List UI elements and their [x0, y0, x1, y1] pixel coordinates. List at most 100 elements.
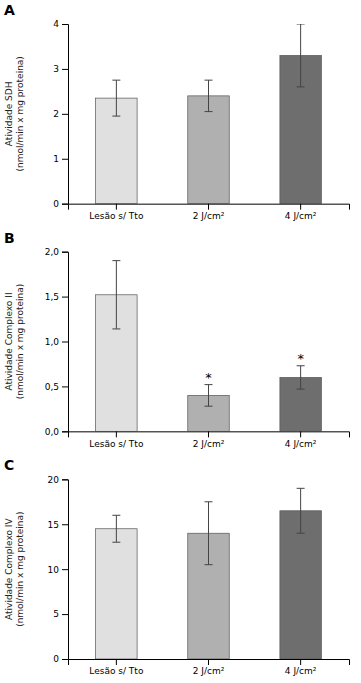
y-axis-line — [62, 252, 69, 432]
error-bar-stem — [208, 385, 209, 407]
x-tick: 2 J/cm² — [193, 431, 225, 448]
x-tick-label: Lesão s/ Tto — [89, 211, 144, 221]
y-tick-mark — [62, 614, 68, 615]
error-bar — [205, 80, 213, 111]
y-axis-title-line: Atividade Complexo IV — [4, 518, 14, 620]
x-tick-label: 4 J/cm² — [285, 666, 317, 676]
x-tick: Lesão s/ Tto — [89, 659, 144, 676]
y-axis-title-line: Atividade SDH — [4, 82, 14, 147]
y-tick-mark — [62, 569, 68, 570]
error-bar-cap — [112, 515, 120, 516]
error-bar-stem — [116, 261, 117, 329]
y-tick-label: 1,5 — [45, 292, 59, 302]
y-tick: 2 — [53, 109, 68, 119]
y-tick-label: 2 — [53, 109, 59, 119]
error-bar — [297, 366, 305, 389]
error-bar — [112, 80, 120, 116]
x-tick: 4 J/cm² — [285, 204, 317, 221]
y-tick: 20 — [48, 475, 68, 485]
error-bar-cap — [112, 80, 120, 81]
error-bar-cap — [297, 86, 305, 87]
error-bar — [205, 385, 213, 407]
y-tick: 0,5 — [45, 382, 68, 392]
y-axis-title-line: (nmol/min x mg proteina) — [15, 284, 25, 399]
x-axis: Lesão s/ Tto 2 J/cm² 4 J/cm² — [69, 204, 350, 221]
x-tick-label: 4 J/cm² — [285, 439, 317, 449]
error-bar-cap — [112, 116, 120, 117]
error-bar-stem — [300, 366, 301, 389]
panel: 0 1 2 3 4 Lesão s/ Tto 2 J/cm² 4 J/cm² Atividade… — [4, 2, 350, 221]
x-tick-label: 2 J/cm² — [193, 666, 225, 676]
y-tick-label: 10 — [48, 565, 60, 575]
x-tick-mark — [300, 431, 301, 437]
y-tick-label: 3 — [53, 64, 59, 74]
y-tick-label: 5 — [53, 609, 59, 619]
y-axis-title: Atividade Complexo II(nmol/min x mg prot… — [4, 284, 25, 399]
bar — [188, 96, 229, 204]
y-axis: 0 1 2 3 4 — [53, 19, 68, 209]
y-tick-mark — [62, 159, 68, 160]
error-bar-cap — [112, 260, 120, 261]
y-tick-label: 0 — [53, 199, 59, 209]
y-tick-label: 0,0 — [45, 427, 60, 437]
y-tick: 15 — [48, 520, 68, 530]
y-tick-mark — [62, 342, 68, 343]
y-tick-label: 15 — [48, 520, 59, 530]
panel-title: C — [4, 457, 14, 473]
y-tick: 10 — [48, 565, 68, 575]
x-tick-label: Lesão s/ Tto — [89, 666, 144, 676]
y-tick-label: 20 — [48, 475, 60, 485]
y-tick-mark — [62, 114, 68, 115]
y-tick-label: 4 — [53, 19, 59, 29]
x-tick: 2 J/cm² — [193, 204, 225, 221]
x-axis-line — [69, 660, 350, 666]
error-bar-cap — [112, 542, 120, 543]
y-tick-mark — [62, 431, 68, 432]
x-axis-line — [69, 204, 350, 210]
x-tick-mark — [300, 659, 301, 665]
y-tick: 5 — [53, 609, 68, 619]
y-axis-title-line: Atividade Complexo II — [4, 292, 14, 390]
y-tick-mark — [62, 252, 68, 253]
x-tick-mark — [208, 431, 209, 437]
x-tick: Lesão s/ Tto — [89, 204, 144, 221]
y-axis: 0,00,51,01,52,0 — [45, 247, 69, 437]
y-axis-title: Atividade Complexo IV(nmol/min x mg prot… — [4, 511, 25, 626]
y-tick-mark — [62, 204, 68, 205]
x-tick-mark — [116, 431, 117, 437]
y-axis-title: Atividade SDH(nmol/min x mg proteina) — [4, 56, 25, 171]
y-tick-label: 0,5 — [45, 382, 59, 392]
error-bar — [112, 261, 120, 329]
x-axis: Lesão s/ Tto 2 J/cm² 4 J/cm² — [69, 431, 350, 448]
error-bar — [112, 515, 120, 542]
error-bar-cap — [297, 488, 305, 489]
x-tick-label: 2 J/cm² — [193, 439, 225, 449]
y-tick-label: 1 — [53, 154, 59, 164]
error-bar-cap — [205, 111, 213, 112]
x-tick-mark — [116, 204, 117, 210]
y-tick: 1,5 — [45, 292, 68, 302]
y-tick-mark — [62, 524, 68, 525]
y-tick-mark — [62, 24, 68, 25]
error-bar-stem — [300, 24, 301, 87]
panel-title: B — [4, 230, 15, 246]
error-bar-cap — [297, 24, 305, 25]
x-axis-line — [69, 432, 350, 438]
x-tick-mark — [208, 204, 209, 210]
x-tick-mark — [208, 659, 209, 665]
error-bar-stem — [300, 488, 301, 533]
x-tick-label: 2 J/cm² — [193, 211, 225, 221]
panel: 0,00,51,01,52,0Lesão s/ Tto2 J/cm²4 J/cm… — [4, 230, 350, 449]
y-tick: 0 — [53, 199, 68, 209]
error-bar-cap — [205, 80, 213, 81]
y-tick: 3 — [53, 64, 68, 74]
x-tick-label: 4 J/cm² — [285, 211, 317, 221]
error-bar-stem — [116, 515, 117, 542]
error-bar-stem — [208, 502, 209, 565]
panel: 05101520Lesão s/ Tto2 J/cm²4 J/cm²Ativid… — [4, 457, 350, 676]
y-tick-label: 1,0 — [45, 337, 60, 347]
y-tick-mark — [62, 297, 68, 298]
error-bar — [297, 24, 305, 87]
x-tick: Lesão s/ Tto — [89, 431, 144, 448]
y-axis-line — [62, 480, 69, 660]
